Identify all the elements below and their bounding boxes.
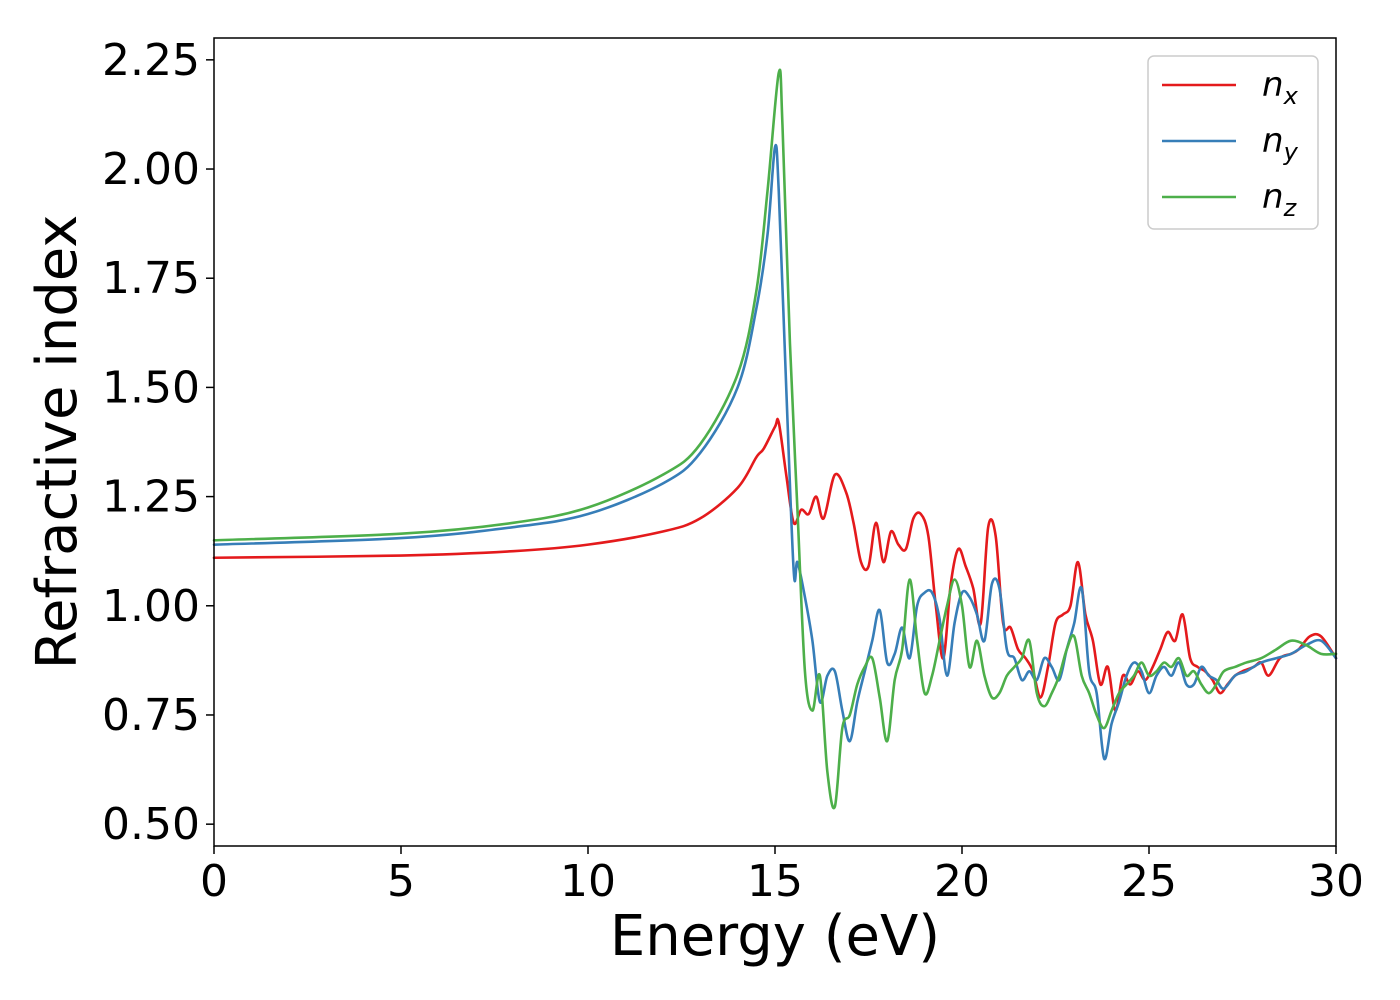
legend-label-subscript: z	[1283, 194, 1298, 222]
y-tick-label: 2.00	[102, 144, 200, 195]
legend-label-subscript: y	[1283, 138, 1299, 166]
y-tick-label: 0.75	[102, 690, 200, 741]
x-tick-label: 15	[747, 856, 803, 907]
legend-label-nx: nx	[1262, 65, 1299, 110]
x-axis-label: Energy (eV)	[610, 904, 940, 969]
legend-label-base: n	[1262, 121, 1284, 161]
legend-label-nz: nz	[1262, 177, 1298, 222]
y-axis-label: Refractive index	[25, 215, 90, 670]
y-tick-label: 2.25	[102, 35, 200, 86]
y-tick-label: 1.25	[102, 472, 200, 523]
x-tick-label: 0	[200, 856, 228, 907]
x-tick-label: 30	[1308, 856, 1364, 907]
legend-label-base: n	[1262, 65, 1284, 105]
legend-label-subscript: x	[1283, 82, 1299, 110]
legend-box	[1147, 55, 1319, 230]
y-tick-label: 0.50	[102, 799, 200, 850]
series-line-nz	[212, 68, 1338, 810]
y-tick-label: 1.00	[102, 581, 200, 632]
x-tick-label: 5	[387, 856, 415, 907]
x-tick-label: 10	[560, 856, 616, 907]
y-tick-label: 1.75	[102, 253, 200, 304]
series-line-ny	[212, 144, 1338, 761]
series-layer	[212, 68, 1338, 810]
x-tick-label: 20	[934, 856, 990, 907]
legend-label-ny: ny	[1262, 121, 1299, 166]
y-axis: 0.50 0.75 1.00 1.25 1.50 1.75 2.00 2.25	[102, 35, 214, 850]
x-axis: 0 5 10 15 20 25 30	[200, 846, 1364, 907]
y-tick-label: 1.50	[102, 362, 200, 413]
x-tick-label: 25	[1121, 856, 1177, 907]
legend-label-base: n	[1262, 177, 1284, 217]
